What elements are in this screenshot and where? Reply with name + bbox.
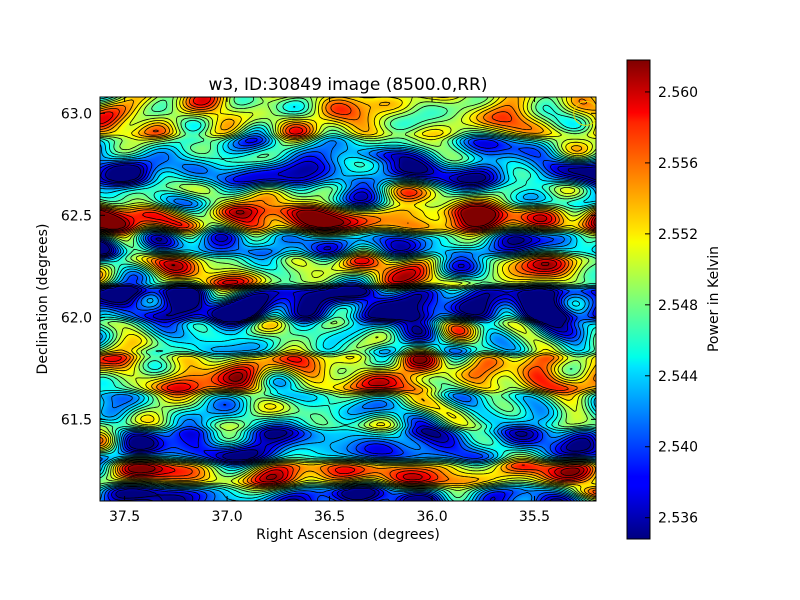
contour-line	[100, 205, 596, 480]
y-tick-label: 62.5	[61, 208, 92, 224]
contour-line	[100, 97, 596, 495]
contour-line	[100, 153, 596, 501]
colorbar-tick-label: 2.548	[658, 298, 698, 314]
x-tick-label: 36.0	[416, 509, 447, 525]
contour-line	[100, 204, 596, 483]
contour-line	[100, 156, 596, 501]
y-tick-label: 62.0	[61, 310, 92, 326]
contour-line	[100, 97, 596, 499]
x-tick-label: 37.0	[211, 509, 242, 525]
colorbar-label: Power in Kelvin	[706, 246, 722, 352]
plot-frame	[99, 96, 597, 502]
y-tick-label: 63.0	[61, 106, 92, 122]
colorbar-tick-label: 2.556	[658, 156, 698, 172]
x-axis-label: Right Ascension (degrees)	[256, 527, 440, 543]
contour-line	[100, 137, 596, 501]
heatmap-area	[100, 97, 596, 501]
contour-line	[100, 97, 596, 501]
colorbar-tick-label: 2.544	[658, 369, 698, 385]
colorbar-ticks: 2.536 2.540 2.544 2.548 2.552 2.556 2.560	[645, 85, 698, 527]
x-axis-ticks: 37.5 37.0 36.5 36.0 35.5	[109, 97, 550, 525]
chart-title: w3, ID:30849 image (8500.0,RR)	[209, 75, 488, 95]
colorbar-tick-label: 2.552	[658, 227, 698, 243]
contour-line	[100, 97, 596, 498]
contour-line	[100, 106, 596, 501]
colorbar-tick-label: 2.536	[658, 511, 698, 527]
x-tick-label: 36.5	[314, 509, 345, 525]
x-tick-label: 35.5	[519, 509, 550, 525]
contour-line	[100, 130, 596, 501]
contour-line	[100, 133, 596, 501]
contour-line	[100, 97, 596, 500]
contour-line	[100, 97, 596, 484]
y-axis-ticks: 61.5 62.0 62.5 63.0	[61, 106, 596, 428]
colorbar-tick-label: 2.540	[658, 440, 698, 456]
x-tick-label: 37.5	[109, 509, 140, 525]
colorbar-gradient	[626, 59, 651, 540]
contour-line	[100, 135, 596, 501]
colorbar-tick-label: 2.560	[658, 85, 698, 101]
beam-marker	[573, 100, 596, 126]
y-tick-label: 61.5	[61, 412, 92, 428]
y-axis-label: Declination (degrees)	[35, 224, 51, 375]
colorbar: 2.536 2.540 2.544 2.548 2.552 2.556 2.560 Powe…	[626, 59, 722, 540]
contour-line	[100, 97, 596, 501]
contour-lines	[100, 97, 596, 501]
contour-line	[100, 97, 596, 501]
contour-line	[100, 97, 596, 496]
